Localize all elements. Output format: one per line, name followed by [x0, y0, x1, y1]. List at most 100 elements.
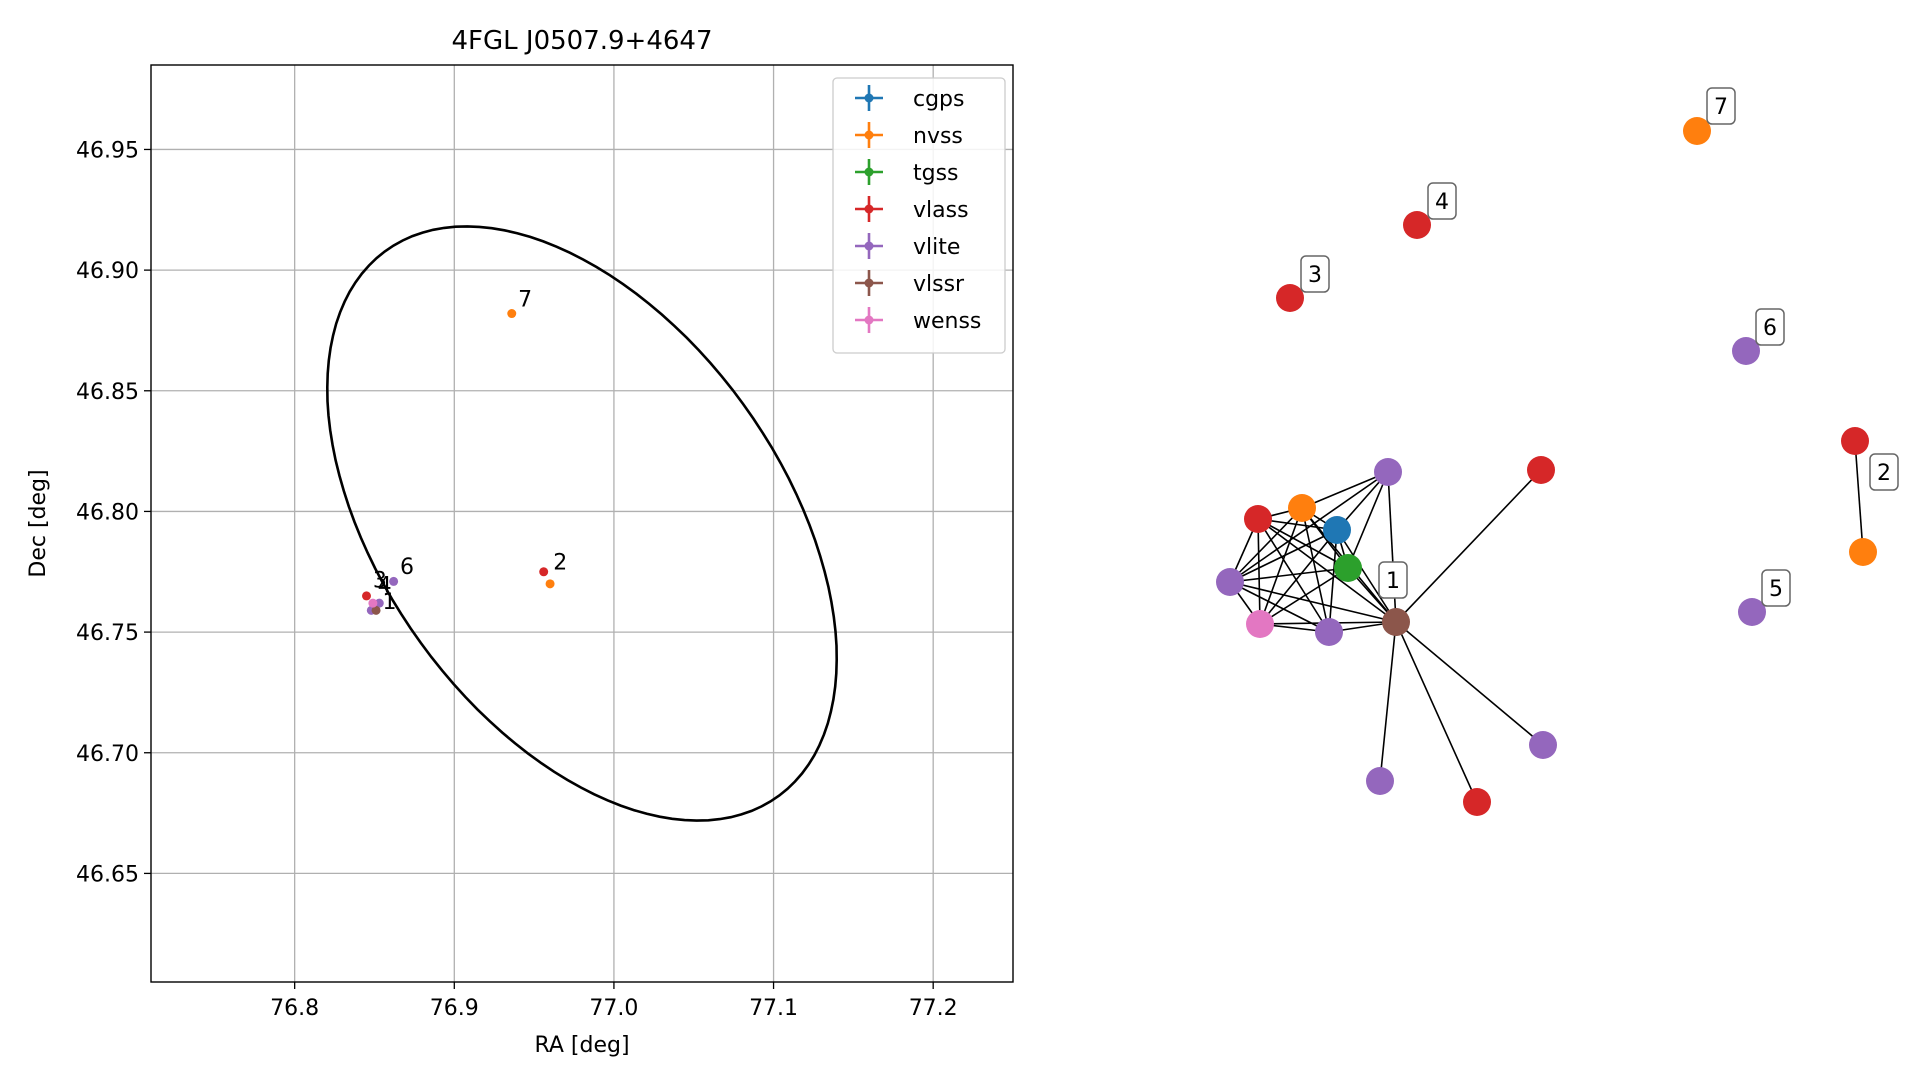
legend-label-nvss: nvss [913, 124, 963, 149]
graph-node [1732, 337, 1760, 365]
legend-marker-dot [864, 278, 874, 288]
node-label-text: 5 [1769, 577, 1783, 602]
graph-node [1323, 516, 1351, 544]
point-vlass [362, 591, 371, 601]
point-nvss [545, 579, 555, 589]
x-tick-label: 77.1 [749, 996, 798, 1021]
y-tick-label: 46.85 [76, 380, 139, 405]
x-tick-label: 76.9 [430, 996, 479, 1021]
graph-edge [1395, 621, 1544, 746]
point-vlssr [371, 605, 381, 615]
graph-edge [1387, 471, 1397, 623]
legend-label-tgss: tgss [913, 161, 959, 186]
graph-edge [1259, 507, 1303, 625]
x-tick-label: 76.8 [270, 996, 319, 1021]
point-vlite [389, 576, 399, 586]
graph-node [1288, 494, 1316, 522]
graph-node [1841, 427, 1869, 455]
graph-edge [1257, 518, 1330, 633]
y-tick-label: 46.80 [76, 500, 139, 525]
graph-edge [1229, 471, 1389, 583]
graph-edge [1257, 518, 1261, 625]
graph-edge [1229, 581, 1397, 623]
legend-marker-dot [864, 315, 874, 325]
graph-node [1849, 538, 1877, 566]
graph-node-labels: 1 3 4 7 6 2 5 [1300, 87, 1899, 607]
graph-node [1246, 610, 1274, 638]
node-label-text: 1 [1386, 569, 1400, 594]
graph-edge [1328, 529, 1338, 633]
point-annotation: 6 [400, 555, 414, 580]
graph-node [1683, 117, 1711, 145]
graph-node [1463, 788, 1491, 816]
grid-lines [151, 65, 1013, 982]
graph-node [1527, 456, 1555, 484]
graph-edge [1395, 469, 1542, 623]
legend: cgps nvss tgss vlass vlite vlssr wenss [832, 77, 1006, 354]
y-tick-label: 46.75 [76, 621, 139, 646]
node-label-text: 4 [1435, 190, 1449, 215]
graph-edge [1259, 529, 1338, 625]
node-label-text: 6 [1763, 316, 1777, 341]
x-tick-label: 77.0 [589, 996, 638, 1021]
legend-label-cgps: cgps [913, 87, 965, 112]
axes-frame [150, 64, 1014, 983]
legend-marker-dot [864, 130, 874, 140]
x-tick-label: 77.2 [909, 996, 958, 1021]
point-annotation: 3 [373, 568, 387, 593]
node-label-box [1869, 453, 1899, 491]
legend-label-vlass: vlass [913, 198, 969, 223]
graph-edge [1257, 518, 1349, 569]
graph-node [1366, 767, 1394, 795]
y-axis-label: Dec [deg] [26, 469, 51, 577]
data-points [362, 309, 555, 615]
point-annotation: 7 [518, 287, 532, 312]
error-ellipse-path [325, 225, 839, 822]
x-axis-label: RA [deg] [534, 1033, 629, 1058]
y-tick-label: 46.95 [76, 138, 139, 163]
graph-edge [1301, 471, 1389, 509]
node-label-text: 7 [1714, 95, 1728, 120]
point-vlass [539, 567, 549, 577]
chart-title: 4FGL J0507.9+4647 [452, 26, 713, 56]
legend-label-vlite: vlite [913, 235, 960, 260]
node-label-box [1755, 308, 1785, 346]
point-vlite [374, 598, 384, 608]
graph-edge [1336, 529, 1397, 623]
error-ellipse [325, 225, 839, 822]
legend-marker-dot [864, 167, 874, 177]
graph-edge [1347, 471, 1389, 569]
legend-label-wenss: wenss [913, 309, 981, 334]
graph-edge [1229, 529, 1338, 583]
node-label-box [1706, 87, 1736, 125]
point-nvss [507, 309, 517, 319]
y-tick-label: 46.70 [76, 742, 139, 767]
legend-marker-dot [864, 93, 874, 103]
graph-node [1374, 458, 1402, 486]
graph-node [1276, 284, 1304, 312]
graph-node [1244, 505, 1272, 533]
graph-node [1315, 618, 1343, 646]
network-graph: 1 3 4 7 6 2 5 [1216, 87, 1899, 816]
legend-label-vlssr: vlssr [913, 272, 965, 297]
graph-edge [1259, 567, 1349, 625]
legend-marker-dot [864, 204, 874, 214]
node-label-box [1427, 182, 1457, 220]
graph-edge [1229, 507, 1303, 583]
graph-node [1216, 568, 1244, 596]
graph-node [1334, 554, 1362, 582]
node-label-box [1761, 569, 1791, 607]
node-label-box [1378, 561, 1408, 599]
point-annotation: 2 [553, 550, 567, 575]
graph-edge [1379, 621, 1397, 782]
axis-ticks: 76.8 76.9 77.0 77.1 77.2 46.65 46.70 46.75 46.80… [76, 138, 958, 1021]
y-tick-label: 46.90 [76, 259, 139, 284]
graph-node [1738, 598, 1766, 626]
node-label-text: 3 [1308, 263, 1322, 288]
graph-node [1382, 608, 1410, 636]
node-label-text: 2 [1877, 461, 1891, 486]
graph-edge [1395, 621, 1478, 803]
